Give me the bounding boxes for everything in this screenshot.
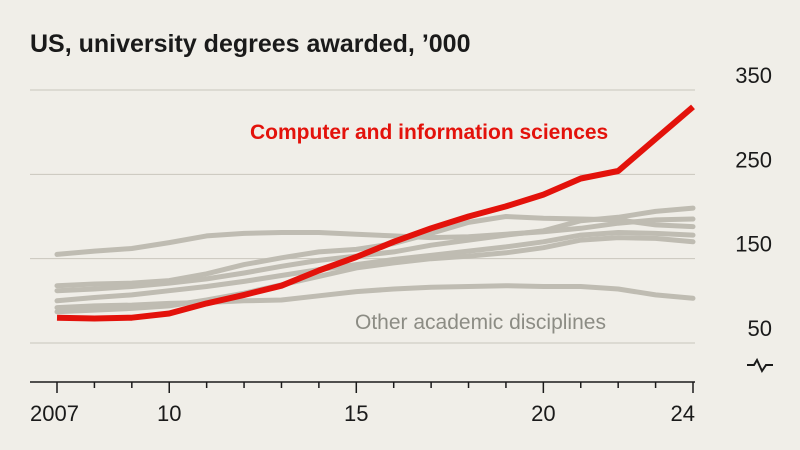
y-tick-label-350: 350 [735,63,772,88]
other-series-line-5 [54,235,696,315]
x-tick-label-2024: 24 [671,401,695,426]
y-axis-ticks: 50 150 250 350 [735,63,772,341]
other-series-lines [54,205,696,315]
y-tick-label-250: 250 [735,147,772,172]
y-tick-label-150: 150 [735,232,772,257]
series-label-computer-science: Computer and information sciences [250,121,608,144]
gridlines [30,89,695,344]
series-label-other-disciplines: Other academic disciplines [355,311,606,334]
x-tick-label-2015: 15 [344,401,368,426]
other-series-line-1 [54,216,696,257]
other-series-line-6 [54,283,696,311]
x-tick-label-2010: 10 [157,401,181,426]
highlight-series-line [56,104,695,322]
x-axis: 2007 10 15 20 24 [30,381,695,426]
x-tick-label-2020: 20 [531,401,555,426]
other-series-line-4 [54,230,696,304]
series-line-computer-science [56,104,695,322]
other-series-line-3 [54,205,696,294]
axis-break-icon [747,357,773,374]
x-tick-label-2007: 2007 [30,401,79,426]
chart-title: US, university degrees awarded, ’000 [30,30,470,58]
y-tick-label-50: 50 [748,316,772,341]
